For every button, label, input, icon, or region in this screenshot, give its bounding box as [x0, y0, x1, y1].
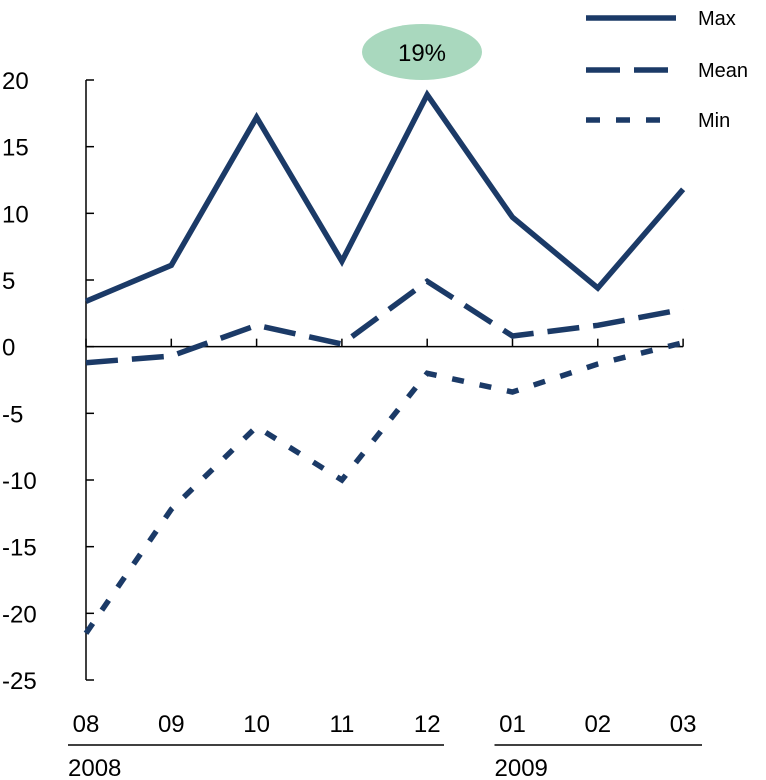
year-group-label: 2008	[68, 755, 121, 780]
series-line-max	[84, 89, 686, 304]
series-line-min	[83, 340, 684, 635]
x-tick-label: 12	[414, 711, 441, 738]
x-tick-label: 03	[670, 711, 697, 738]
series-line-mean	[85, 277, 684, 366]
x-tick-label: 02	[584, 711, 611, 738]
year-group-label: 2009	[495, 755, 548, 780]
axes: 20 15 10 5 0 -5 -10 -15 -20 -25 08 09 10 11 12 01 02 03 20…	[2, 68, 702, 780]
x-tick-label: 10	[243, 711, 270, 738]
y-tick-label: -5	[2, 401, 23, 428]
y-tick-label: 10	[2, 201, 29, 228]
legend-label-min: Min	[698, 110, 730, 132]
callout-label: 19%	[398, 40, 446, 67]
y-tick-label: -15	[2, 535, 37, 562]
y-tick-label: -10	[2, 468, 37, 495]
x-tick-label: 01	[499, 711, 526, 738]
legend: Max Mean Min	[586, 8, 748, 132]
callout-bubble	[362, 24, 482, 80]
series-lines	[83, 89, 686, 635]
y-tick-label: 5	[2, 268, 15, 295]
y-tick-label: -20	[2, 601, 37, 628]
legend-label-mean: Mean	[698, 60, 748, 82]
y-tick-label: 20	[2, 68, 29, 95]
y-tick-label: 15	[2, 135, 29, 162]
legend-label-max: Max	[698, 8, 736, 30]
y-tick-label: -25	[2, 668, 37, 695]
callout: 19%	[362, 24, 482, 80]
y-tick-label: 0	[2, 335, 15, 362]
x-tick-label: 08	[73, 711, 100, 738]
x-tick-label: 09	[158, 711, 185, 738]
x-tick-label: 11	[329, 711, 354, 738]
